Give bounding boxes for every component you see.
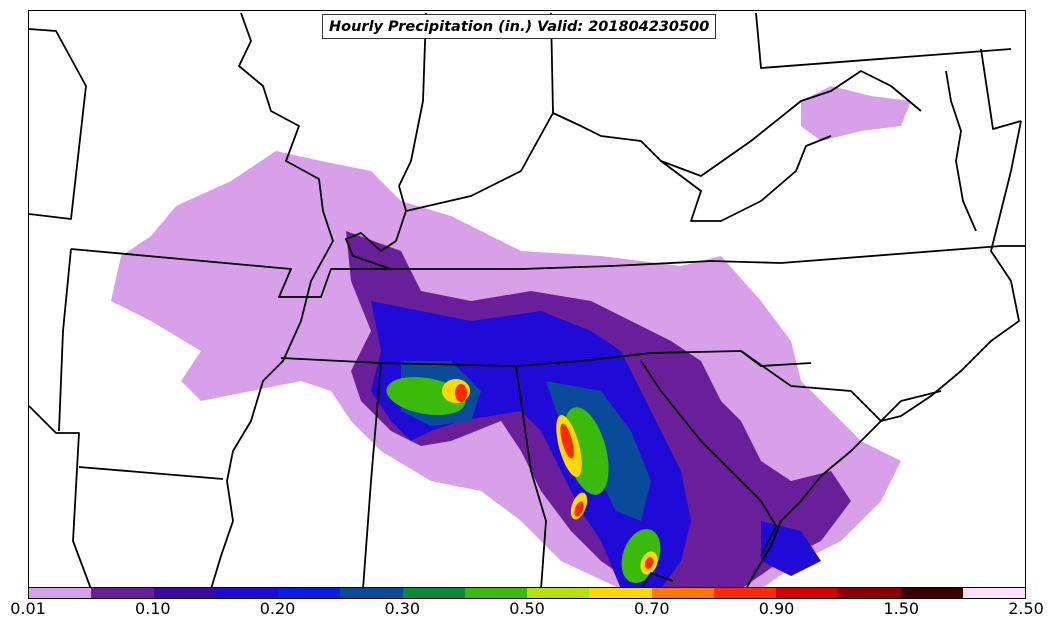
- border-maryland-delaware: [980, 48, 1022, 130]
- border-nc-sc: [740, 350, 942, 422]
- state-borders: [29, 12, 1025, 587]
- colorbar-segment: [153, 588, 216, 598]
- border-va-wv: [660, 70, 922, 177]
- border-arkansas-louisiana: [78, 466, 224, 480]
- border-missouri-arkansas: [70, 248, 391, 298]
- colorbar-tick-label: 0.20: [259, 599, 296, 618]
- border-ms-al: [362, 362, 382, 587]
- border-iowa-missouri: [29, 28, 87, 220]
- colorbar-segment: [900, 588, 963, 598]
- colorbar-tick-label: 0.90: [758, 599, 795, 618]
- colorbar-segment: [278, 588, 341, 598]
- coastline-atlantic: [746, 120, 1022, 587]
- colorbar-segment: [215, 588, 278, 598]
- map-title: Hourly Precipitation (in.) Valid: 201804…: [322, 14, 717, 39]
- colorbar: [28, 587, 1026, 599]
- colorbar-segment: [589, 588, 652, 598]
- colorbar-tick-label: 0.30: [384, 599, 421, 618]
- colorbar-segment: [713, 588, 776, 598]
- border-ga-sc: [640, 360, 777, 557]
- colorbar-segment: [464, 588, 527, 598]
- chesapeake-bay: [945, 70, 977, 232]
- colorbar-tick-label: 0.70: [633, 599, 670, 618]
- colorbar-tick-label: 0.50: [509, 599, 545, 618]
- colorbar-segment: [838, 588, 901, 598]
- colorbar-segment: [91, 588, 154, 598]
- colorbar-tick-label: 1.50: [883, 599, 920, 618]
- colorbar-tick-label: 0.01: [10, 599, 46, 618]
- colorbar-tick-label: 0.10: [134, 599, 171, 618]
- coastline-gulf: [641, 572, 674, 587]
- border-oklahoma-texas: [29, 405, 92, 587]
- border-al-ga: [515, 365, 547, 587]
- precip-light-area: [801, 86, 911, 141]
- precipitation-map: [28, 10, 1026, 588]
- colorbar-tick-label: 2.50: [1008, 599, 1044, 618]
- precip-red-cell: [574, 501, 584, 517]
- river-mississippi: [210, 12, 334, 587]
- colorbar-segment: [651, 588, 714, 598]
- precip-red-cell: [644, 557, 654, 569]
- precip-red-cell: [560, 423, 574, 459]
- colorbar-segment: [527, 588, 590, 598]
- border-tennessee-north: [391, 245, 1025, 270]
- colorbar-segment: [962, 588, 1025, 598]
- colorbar-segment: [29, 588, 92, 598]
- colorbar-segment: [340, 588, 403, 598]
- border-pennsylvania: [755, 12, 1012, 69]
- map-canvas: [29, 12, 1025, 587]
- colorbar-segment: [402, 588, 465, 598]
- border-illinois-indiana: [398, 12, 427, 187]
- colorbar-segment: [776, 588, 839, 598]
- border-oklahoma-arkansas: [58, 248, 72, 432]
- precip-red-cell: [455, 384, 467, 402]
